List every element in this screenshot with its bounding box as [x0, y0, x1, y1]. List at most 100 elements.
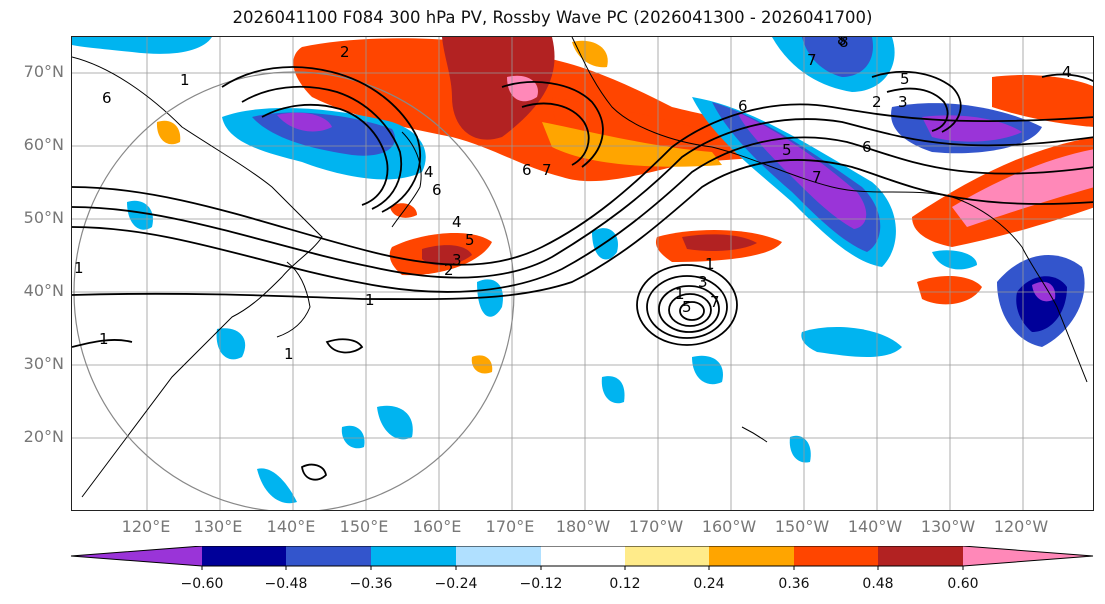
lon-label-120w: 120°W	[993, 517, 1049, 536]
coast-kamchatka	[391, 131, 422, 228]
fill-small-blue6	[692, 355, 723, 385]
colorbar-seg-4	[456, 546, 541, 566]
contour-label: 3	[452, 251, 462, 269]
fill-nw-blue	[72, 37, 212, 54]
lon-label-160e: 160°E	[412, 517, 462, 536]
colorbar-tick-label: −0.12	[519, 576, 563, 592]
lon-label-170w: 170°W	[628, 517, 684, 536]
colorbar-seg-3	[371, 546, 456, 566]
contour-label: 1	[74, 259, 84, 277]
coast-japan	[276, 261, 311, 338]
contour-label: 6	[432, 181, 442, 199]
contour-label: 1	[180, 71, 190, 89]
fill-ne-orange	[992, 75, 1093, 127]
map-canvas: 6 1 1 1 1 1 2 4 6 7 6 5 4 3 2 1 1 3 5 7 …	[72, 37, 1093, 510]
fill-small-blue10	[257, 468, 297, 504]
colorbar-ticks	[201, 566, 964, 570]
colorbar-extend-high	[963, 546, 1093, 566]
colorbar-tick-label: 0.24	[693, 576, 725, 592]
fill-small-orange1	[471, 355, 493, 374]
lat-label-70: 70°N	[23, 62, 64, 81]
map-panel: 6 1 1 1 1 1 2 4 6 7 6 5 4 3 2 1 1 3 5 7 …	[71, 36, 1094, 511]
colorbar-tick-label: 0.60	[947, 576, 979, 592]
colorbar-seg-5	[541, 546, 625, 566]
contour-label: 3	[698, 273, 708, 291]
fill-jet-darkred	[682, 234, 757, 251]
contour-label: 7	[807, 51, 817, 69]
lon-label-170e: 170°E	[485, 517, 535, 536]
lat-label-40: 40°N	[23, 281, 64, 300]
colorbar-tick-label: 0.36	[778, 576, 810, 592]
contour-labels: 6 1 1 1 1 1 2 4 6 7 6 5 4 3 2 1 1 3 5 7 …	[74, 37, 1072, 363]
fill-north-yellow	[542, 122, 722, 167]
contour-label: 2	[872, 93, 882, 111]
lon-label-180w: 180°W	[555, 517, 611, 536]
colorbar-tick-label: 0.48	[862, 576, 894, 592]
colorbar-tick-label: −0.24	[434, 576, 478, 592]
lon-label-130w: 130°W	[920, 517, 976, 536]
colorbar-seg-7	[709, 546, 794, 566]
fill-mid-darkred	[422, 245, 472, 266]
fill-east-pink	[952, 149, 1093, 227]
fill-small-blue1	[127, 200, 153, 230]
lon-label-150w: 150°W	[774, 517, 830, 536]
contour-label: 1	[675, 285, 685, 303]
contour-label: 3	[898, 93, 908, 111]
lon-label-150e: 150°E	[339, 517, 389, 536]
lon-label-140w: 140°W	[847, 517, 903, 536]
fill-small-blue7	[601, 376, 625, 404]
colorbar-tick-label: −0.60	[180, 576, 224, 592]
contour-label: 6	[738, 97, 748, 115]
contour-label: 2	[444, 261, 454, 279]
colorbar-segments	[71, 546, 1093, 566]
contour-label: 4	[452, 213, 462, 231]
contour-label: 2	[340, 43, 350, 61]
contour-label: 6	[102, 89, 112, 107]
contour-label: 1	[284, 345, 294, 363]
contour-label: 4	[424, 163, 434, 181]
fill-small-blue8	[377, 405, 413, 440]
contour-label: 4	[1062, 63, 1072, 81]
contour-label: 7	[542, 161, 552, 179]
lat-label-60: 60°N	[23, 135, 64, 154]
fill-ne-royal	[802, 37, 873, 77]
fill-north-darkred	[442, 37, 555, 140]
lat-label-50: 50°N	[23, 208, 64, 227]
lat-label-20: 20°N	[23, 427, 64, 446]
fill-small-blue11	[789, 435, 811, 463]
fill-se-red	[917, 275, 982, 305]
lon-label-140e: 140°E	[266, 517, 316, 536]
contour-label: 7	[710, 293, 720, 311]
fill-small-blue12	[932, 250, 977, 270]
contour-label: 8	[839, 37, 849, 51]
contour-label: 5	[782, 141, 792, 159]
contour-label: 1	[99, 330, 109, 348]
colorbar-seg-8	[794, 546, 878, 566]
fill-small-orange3	[572, 40, 608, 68]
contour-label: 5	[682, 298, 692, 316]
pv-contours	[72, 66, 1093, 481]
contour-label: 8	[837, 37, 847, 49]
lon-label-120e: 120°E	[121, 517, 171, 536]
coast-hawaii	[741, 426, 768, 443]
colorbar-seg-9	[878, 546, 963, 566]
colorbar-seg-1	[202, 546, 286, 566]
contour-label: 6	[522, 161, 532, 179]
colorbar-tick-label: −0.36	[349, 576, 393, 592]
contour-label: 1	[705, 255, 715, 273]
contour-label: 1	[365, 291, 375, 309]
lat-label-30: 30°N	[23, 354, 64, 373]
contour-label: 7	[812, 168, 822, 186]
fill-small-blue5	[801, 327, 902, 357]
graticule	[72, 37, 1093, 510]
fill-west-orange	[156, 120, 181, 145]
coast-asia	[72, 56, 323, 498]
colorbar	[70, 546, 1094, 570]
fill-coast-purple	[1032, 281, 1056, 302]
map-title: 2026041100 F084 300 hPa PV, Rossby Wave …	[232, 8, 873, 27]
fill-small-blue9	[341, 425, 365, 449]
fill-asia-purple	[277, 112, 332, 132]
colorbar-tick-label: −0.48	[264, 576, 308, 592]
colorbar-extend-low	[71, 546, 202, 566]
lon-label-130e: 130°E	[193, 517, 243, 536]
